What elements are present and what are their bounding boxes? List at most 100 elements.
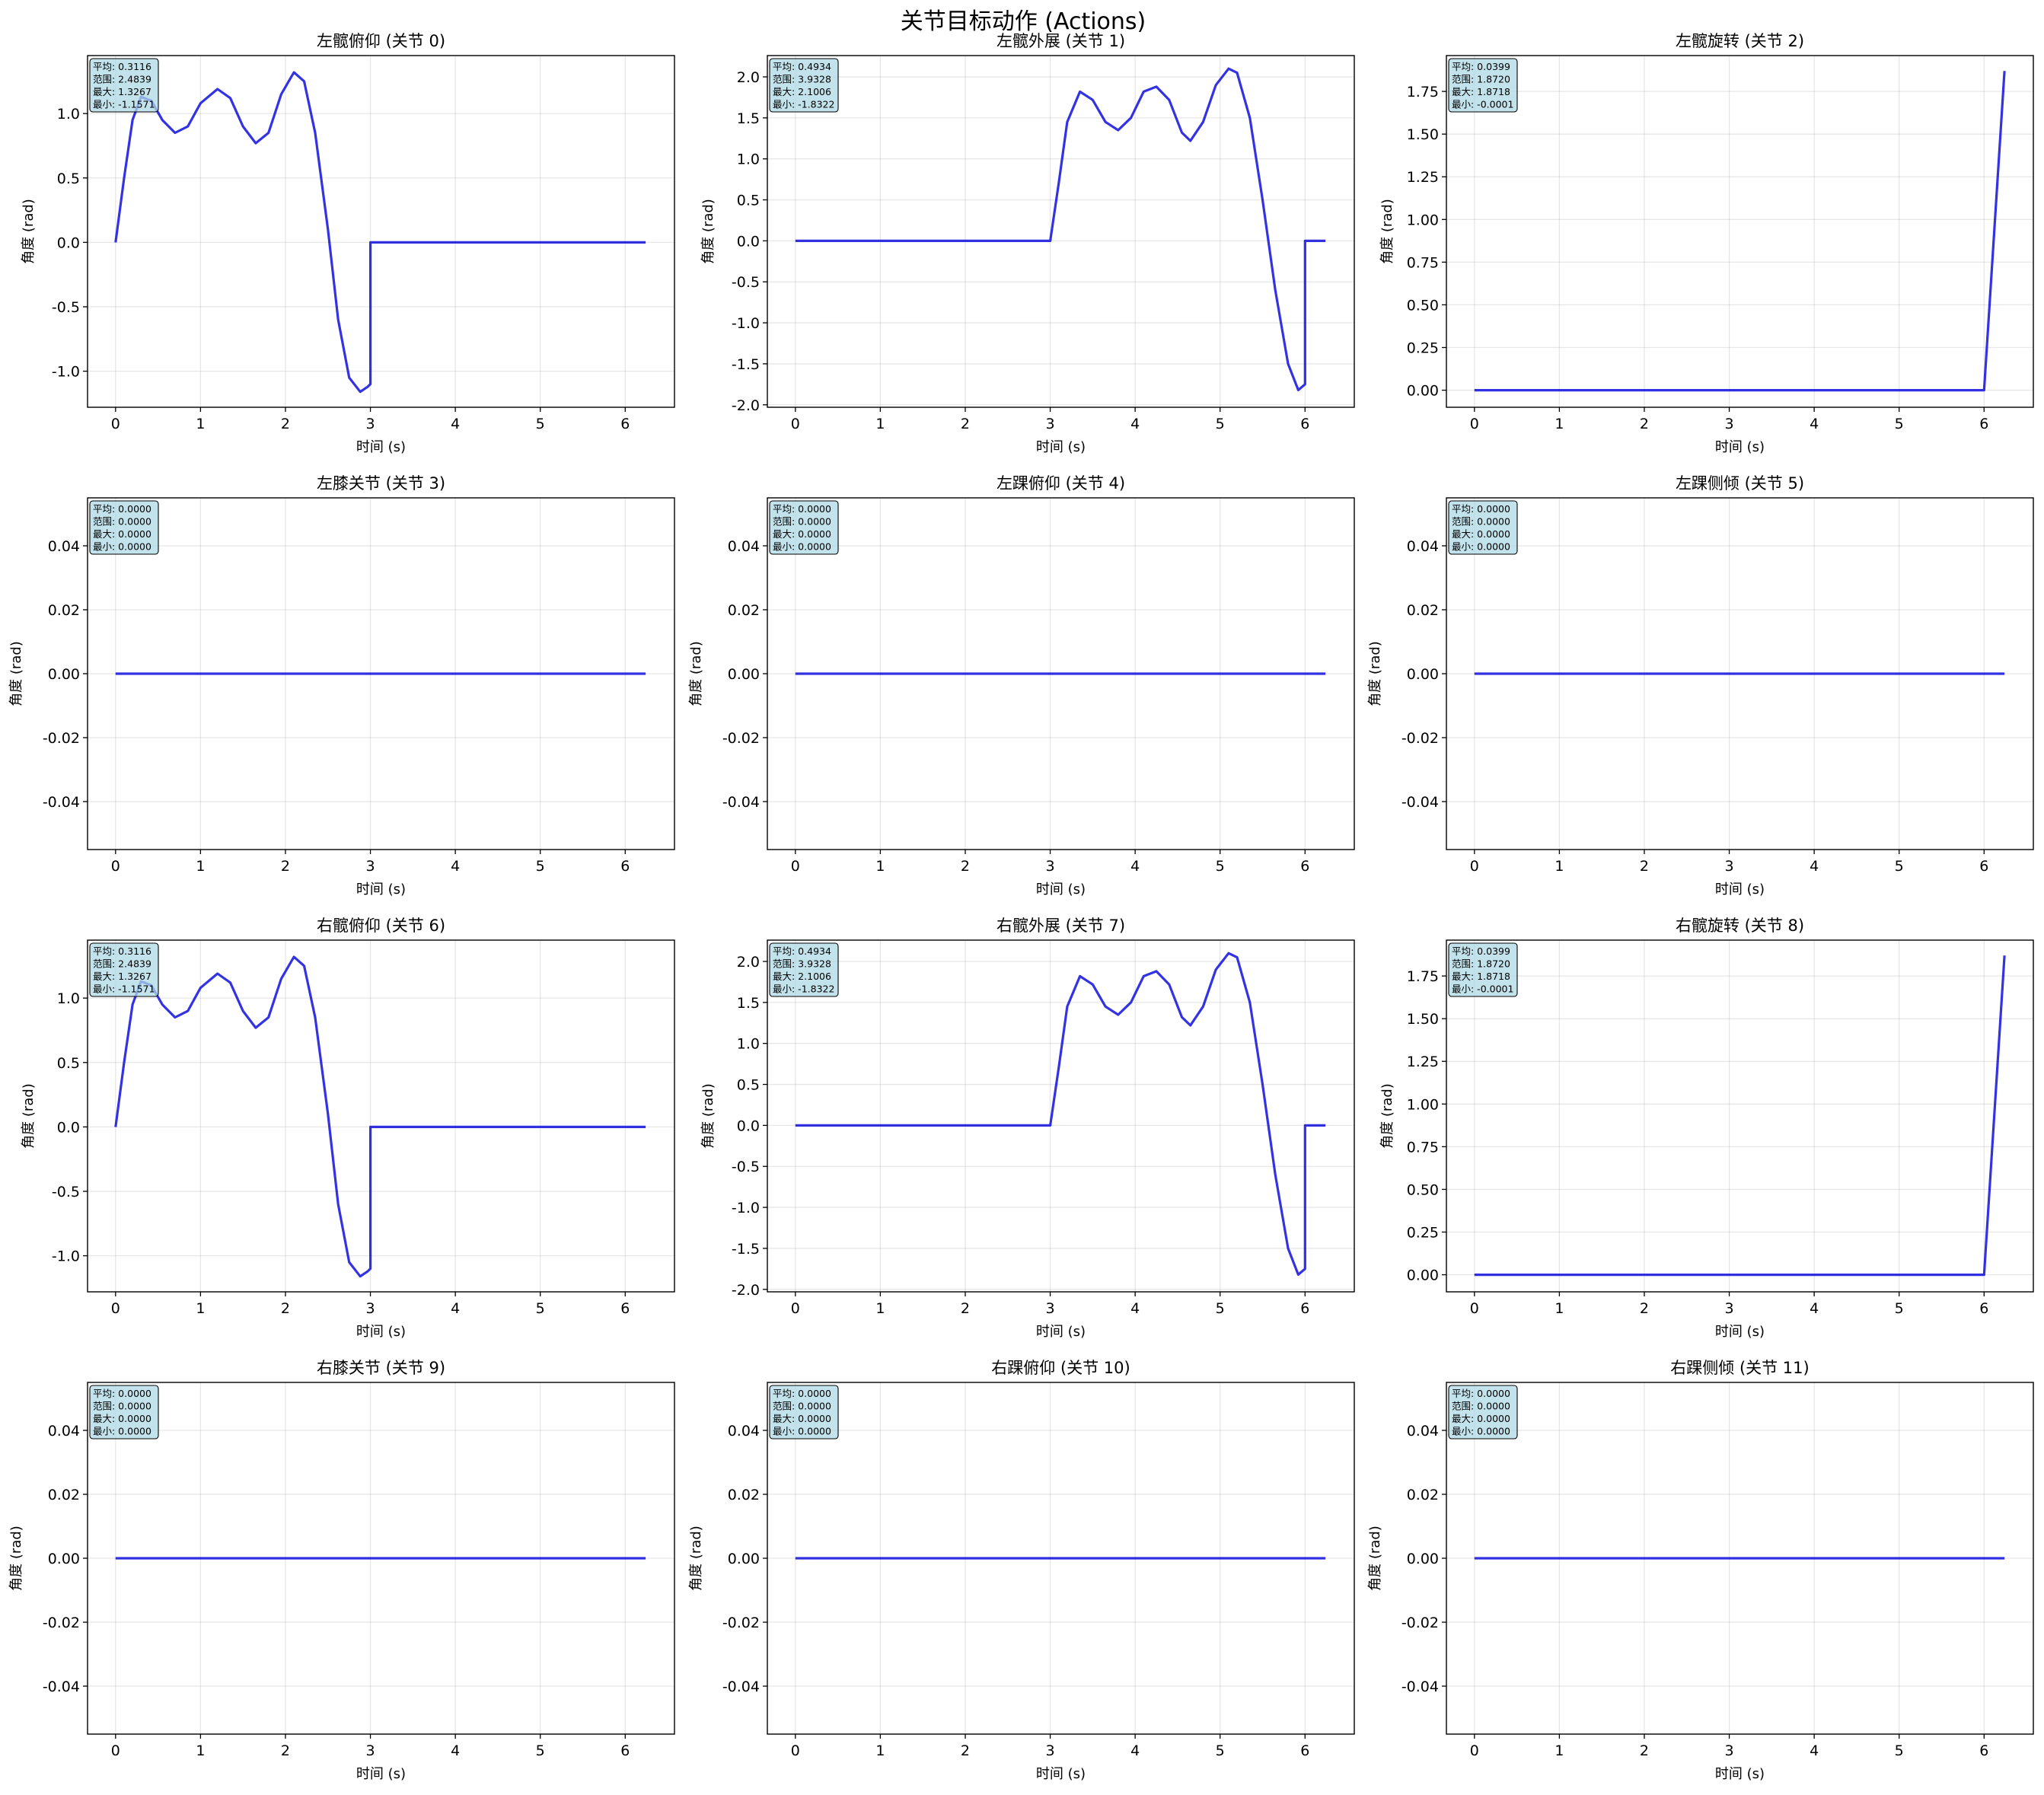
stats-box	[769, 942, 839, 997]
stats-line: 平均: 0.0000	[1452, 1388, 1510, 1399]
stats-line: 最大: 2.1006	[773, 86, 831, 97]
y-tick-label: -0.02	[722, 1615, 760, 1631]
x-tick-label: 0	[1470, 1742, 1479, 1759]
stats-line: 平均: 0.0399	[1452, 61, 1510, 72]
stats-line: 范围: 2.4839	[93, 958, 151, 970]
x-tick-label: 1	[196, 416, 205, 432]
y-tick-label: -2.0	[732, 1282, 760, 1299]
y-tick-label: 0.02	[728, 602, 760, 619]
y-axis-label: 角度 (rad)	[1367, 1526, 1383, 1591]
y-tick-label: 0.0	[737, 233, 760, 250]
series-line	[1474, 955, 2006, 1277]
y-tick-label: 1.25	[1407, 1054, 1439, 1070]
y-axis-label: 角度 (rad)	[688, 1526, 704, 1591]
x-tick-label: 6	[1300, 1300, 1309, 1317]
subplot: 0 1 2 3 4 5 6 0.00 0.25 0.50 0.75 1.00 1.25 1.50 1.75 右…	[1379, 917, 2034, 1340]
x-tick-label: 6	[620, 858, 630, 875]
x-tick-label: 1	[1555, 416, 1564, 432]
x-tick-label: 6	[1979, 858, 1988, 875]
y-tick-label: -1.0	[732, 315, 760, 332]
subplot: 0 1 2 3 4 5 6 -0.04 -0.02 0.00 0.02 0.04 右膝关节 (关节 9)…	[8, 1359, 675, 1782]
stats-box	[1448, 1385, 1518, 1440]
y-tick-label: 0.50	[1407, 297, 1439, 314]
series-line	[114, 955, 646, 1278]
y-tick-label: 2.0	[737, 954, 760, 971]
x-tick-label: 4	[1130, 416, 1140, 432]
y-tick-label: 0.00	[1407, 1267, 1439, 1284]
x-tick-label: 2	[281, 416, 290, 432]
y-axis-label: 角度 (rad)	[21, 1083, 37, 1149]
x-tick-label: 6	[1300, 416, 1309, 432]
x-tick-label: 0	[1470, 858, 1479, 875]
subplot-title: 左髋旋转 (关节 2)	[1676, 32, 1804, 50]
subplot-title: 左膝关节 (关节 3)	[317, 474, 445, 493]
stats-line: 范围: 0.0000	[1452, 1401, 1510, 1412]
stats-line: 范围: 2.4839	[93, 74, 151, 85]
y-tick-label: -0.02	[43, 730, 80, 747]
x-tick-label: 5	[1895, 416, 1904, 432]
stats-line: 最小: 0.0000	[1452, 1426, 1510, 1437]
stats-line: 最大: 1.8718	[1452, 971, 1510, 982]
y-tick-label: 0.25	[1407, 340, 1439, 357]
subplot: 0 1 2 3 4 5 6 -1.0 -0.5 0.0 0.5 1.0 左髋俯仰 (关节 0) 时间 (s…	[21, 32, 675, 455]
stats-line: 最小: -1.8322	[773, 984, 834, 995]
x-tick-label: 4	[451, 1300, 460, 1317]
x-tick-label: 6	[620, 416, 630, 432]
subplot: 0 1 2 3 4 5 6 0.00 0.25 0.50 0.75 1.00 1.25 1.50 1.75 左…	[1379, 32, 2034, 455]
y-tick-label: 0.75	[1407, 1139, 1439, 1156]
x-tick-label: 5	[536, 858, 545, 875]
stats-line: 最大: 0.0000	[1452, 528, 1510, 540]
y-tick-label: -1.0	[52, 364, 80, 381]
y-tick-label: 0.5	[737, 193, 760, 209]
y-tick-label: -0.02	[1401, 1615, 1439, 1631]
series-line	[795, 67, 1326, 391]
plot-frame	[1446, 939, 2034, 1293]
x-tick-label: 1	[1555, 1742, 1564, 1759]
stats-box	[89, 500, 159, 555]
y-axis-label: 角度 (rad)	[8, 641, 24, 706]
y-tick-label: 0.00	[1407, 1551, 1439, 1567]
y-tick-label: -0.5	[732, 274, 760, 291]
y-tick-label: 0.00	[1407, 666, 1439, 683]
x-tick-label: 3	[1046, 1742, 1055, 1759]
y-tick-label: 1.0	[57, 990, 80, 1007]
x-tick-label: 1	[875, 858, 885, 875]
y-tick-label: 0.75	[1407, 254, 1439, 271]
x-tick-label: 4	[451, 416, 460, 432]
subplot-title: 右膝关节 (关节 9)	[317, 1359, 445, 1377]
series-line	[114, 71, 646, 394]
stats-line: 最小: -0.0001	[1452, 984, 1513, 995]
x-tick-label: 0	[111, 858, 120, 875]
x-tick-label: 1	[196, 858, 205, 875]
x-axis-label: 时间 (s)	[356, 439, 406, 455]
y-axis-label: 角度 (rad)	[700, 199, 716, 264]
stats-line: 最小: 0.0000	[773, 541, 831, 553]
x-tick-label: 0	[1470, 1300, 1479, 1317]
y-axis-label: 角度 (rad)	[21, 199, 37, 264]
subplot-title: 左髋外展 (关节 1)	[996, 32, 1125, 50]
stats-line: 最大: 1.8718	[1452, 86, 1510, 97]
x-tick-label: 1	[196, 1742, 205, 1759]
stats-box	[89, 1385, 159, 1440]
stats-line: 最大: 0.0000	[93, 528, 151, 540]
x-tick-label: 0	[791, 1742, 800, 1759]
x-tick-label: 5	[536, 1300, 545, 1317]
subplot: 0 1 2 3 4 5 6 -1.0 -0.5 0.0 0.5 1.0 右髋俯仰 (关节 6) 时间 (s…	[21, 917, 675, 1340]
x-tick-label: 6	[1979, 416, 1988, 432]
x-tick-label: 4	[451, 858, 460, 875]
x-tick-label: 1	[875, 1300, 885, 1317]
x-tick-label: 6	[1979, 1300, 1988, 1317]
stats-line: 最大: 0.0000	[93, 1413, 151, 1424]
y-tick-label: 0.00	[48, 1551, 80, 1567]
y-tick-label: -1.0	[52, 1248, 80, 1265]
x-tick-label: 6	[1979, 1742, 1988, 1759]
stats-line: 最小: -1.1571	[93, 99, 155, 110]
x-tick-label: 4	[1810, 1300, 1819, 1317]
x-tick-label: 2	[961, 1742, 970, 1759]
x-tick-label: 0	[111, 1300, 120, 1317]
x-tick-label: 2	[1640, 1742, 1649, 1759]
plot-frame	[767, 939, 1355, 1293]
x-axis-label: 时间 (s)	[1036, 882, 1086, 898]
x-tick-label: 3	[366, 1742, 375, 1759]
subplot-title: 左髋俯仰 (关节 0)	[317, 32, 445, 50]
